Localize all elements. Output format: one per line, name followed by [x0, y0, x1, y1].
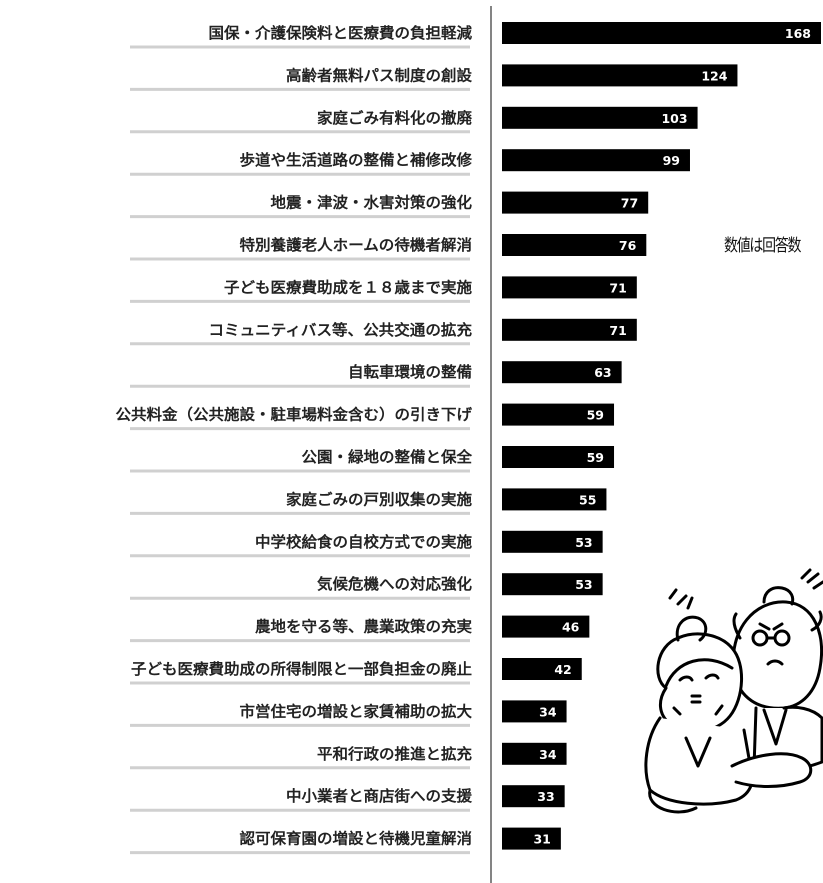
value-label: 53 [575, 577, 592, 592]
category-label: 自転車環境の整備 [348, 363, 472, 381]
value-label: 63 [594, 365, 611, 380]
category-label: 気候危機への対応強化 [317, 575, 472, 593]
value-label: 71 [609, 323, 626, 338]
value-label: 103 [661, 111, 687, 126]
bar [502, 742, 567, 765]
category-label: 家庭ごみの戸別収集の実施 [286, 490, 472, 508]
value-label: 42 [554, 662, 571, 677]
value-label: 59 [587, 408, 604, 423]
bar [502, 658, 582, 680]
bar [502, 488, 607, 511]
bar [502, 149, 690, 172]
bar [502, 573, 603, 596]
category-label: 家庭ごみ有料化の撤廃 [317, 109, 473, 127]
bars-group: 国保・介護保険料と医療費の負担軽減 168 高齢者無料パス制度の創設 124 家庭ごみ有… [116, 22, 821, 855]
bar [502, 446, 615, 468]
bar [502, 530, 603, 553]
bar [502, 615, 590, 638]
bar [502, 22, 821, 44]
elderly-couple-illustration [644, 568, 823, 814]
bar [502, 785, 565, 808]
bar [502, 700, 567, 723]
category-label: 歩道や生活道路の整備と補修改修 [240, 151, 474, 169]
category-label: 公園・緑地の整備と保全 [302, 448, 474, 466]
value-label: 53 [575, 535, 592, 550]
bar [502, 276, 637, 299]
value-label: 46 [562, 620, 580, 635]
annotation-note: 数値は回答数 [724, 236, 801, 256]
value-label: 33 [537, 789, 554, 804]
bar [502, 318, 637, 341]
category-label: 市営住宅の増設と家賃補助の拡大 [240, 702, 473, 720]
value-label: 31 [533, 832, 550, 847]
bar [502, 361, 622, 384]
category-label: 国保・介護保険料と医療費の負担軽減 [209, 24, 473, 42]
category-label: 子ども医療費助成を１８歳まで実施 [224, 278, 472, 296]
category-label: 特別養護老人ホームの待機者解消 [240, 236, 473, 254]
value-label: 59 [587, 450, 604, 465]
category-label: 中小業者と商店街への支援 [286, 787, 473, 805]
category-label: 地震・津波・水害対策の強化 [271, 194, 473, 212]
value-label: 77 [621, 196, 638, 211]
bar [502, 234, 647, 256]
category-label: 中学校給食の自校方式での実施 [255, 533, 472, 551]
value-label: 34 [539, 747, 557, 762]
bar [502, 827, 561, 850]
value-label: 55 [579, 492, 596, 507]
value-label: 34 [539, 704, 557, 719]
category-label: 認可保育園の増設と待機児童解消 [240, 830, 473, 848]
value-label: 71 [609, 280, 626, 295]
category-label: 高齢者無料パス制度の創設 [286, 66, 473, 84]
value-label: 168 [785, 26, 811, 41]
category-label: 公共料金（公共施設・駐車場料金含む）の引き下げ [116, 406, 474, 424]
bar [502, 64, 738, 87]
bar [502, 106, 698, 129]
category-label: コミュニティバス等、公共交通の拡充 [209, 321, 473, 339]
category-label: 子ども医療費助成の所得制限と一部負担金の廃止 [131, 660, 472, 678]
bar [502, 191, 649, 214]
value-label: 99 [663, 153, 680, 168]
category-label: 平和行政の推進と拡充 [317, 745, 472, 763]
value-label: 76 [619, 238, 637, 253]
category-label: 農地を守る等、農業政策の充実 [255, 618, 472, 636]
bar [502, 403, 615, 426]
value-label: 124 [701, 68, 727, 83]
